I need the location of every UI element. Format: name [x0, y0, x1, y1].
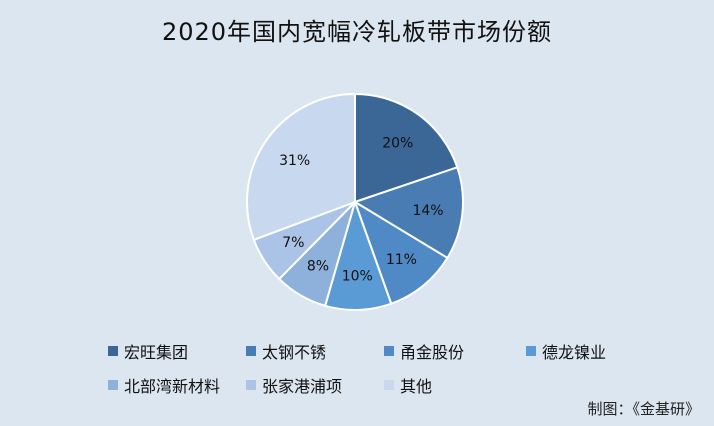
legend: 宏旺集团 太钢不锈 甬金股份 德龙镍业北部湾新材料 张家港浦项 其他 [108, 340, 628, 396]
legend-swatch [526, 346, 536, 356]
data-label-1: 20% [382, 135, 413, 151]
data-label-6: 7% [282, 235, 304, 251]
data-label-5: 8% [307, 258, 329, 274]
data-label-3: 11% [386, 252, 417, 268]
legend-swatch [108, 380, 118, 390]
legend-swatch [384, 380, 394, 390]
data-label-7: 31% [279, 153, 310, 169]
legend-swatch [108, 346, 118, 356]
pie-slice-2 [352, 166, 464, 260]
legend-label: 张家港浦项 [262, 377, 343, 396]
legend-label: 其他 [400, 377, 433, 396]
legend-item: 宏旺集团 [108, 340, 246, 362]
legend-item: 其他 [384, 374, 526, 396]
legend-swatch [246, 346, 256, 356]
legend-item: 太钢不锈 [246, 340, 384, 362]
legend-item: 甬金股份 [384, 340, 526, 362]
legend-swatch [246, 380, 256, 390]
source-note: 制图：《金基研》 [587, 400, 700, 418]
legend-swatch [384, 346, 394, 356]
legend-label: 太钢不锈 [262, 343, 327, 362]
legend-label: 甬金股份 [400, 343, 465, 362]
data-label-4: 10% [342, 268, 373, 284]
pie-slice-7 [246, 92, 356, 242]
legend-item: 北部湾新材料 [108, 374, 246, 396]
legend-item: 张家港浦项 [246, 374, 384, 396]
legend-label: 德龙镍业 [542, 343, 607, 362]
legend-label: 北部湾新材料 [124, 377, 221, 396]
data-label-2: 14% [412, 203, 443, 219]
legend-item: 德龙镍业 [526, 340, 656, 362]
legend-label: 宏旺集团 [124, 343, 189, 362]
pie-slice-3 [353, 199, 449, 306]
chart-title: 2020年国内宽幅冷轧板带市场份额 [161, 18, 553, 46]
